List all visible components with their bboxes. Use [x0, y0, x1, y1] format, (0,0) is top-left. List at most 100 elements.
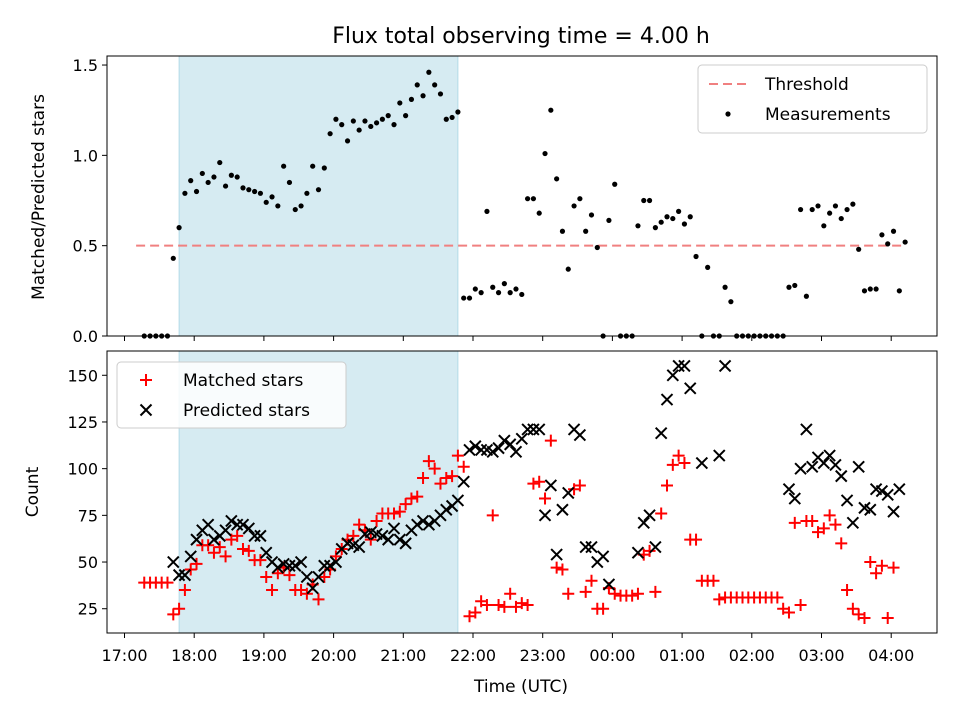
matched-star-point: [823, 509, 836, 522]
matched-star-point: [707, 574, 720, 587]
matched-star-point: [434, 477, 447, 490]
predicted-star-point: [463, 443, 476, 457]
matched-star-point: [579, 585, 592, 598]
predicted-star-point: [579, 540, 592, 554]
measurement-point: [588, 212, 595, 218]
measurement-point: [652, 225, 658, 231]
count-y-tick-label: 50: [78, 553, 98, 572]
predicted-star-point: [631, 546, 645, 559]
predicted-star-point: [596, 550, 610, 563]
measurement-point: [414, 82, 420, 88]
predicted-star-point: [271, 561, 285, 574]
measurement-point: [466, 295, 473, 301]
predicted-star-point: [875, 484, 889, 498]
measurement-point: [867, 286, 873, 292]
matched-star-point: [539, 492, 552, 505]
x-tick-label: 22:00: [450, 646, 496, 665]
matched-star-point: [771, 591, 784, 604]
predicted-star-point: [835, 469, 848, 483]
measurement-point: [385, 113, 391, 119]
measurement-point: [507, 290, 513, 296]
matched-star-point: [817, 522, 830, 535]
predicted-star-point: [805, 460, 819, 473]
measurement-point: [455, 109, 461, 115]
matched-star-point: [626, 589, 639, 602]
measurement-point: [315, 187, 322, 193]
measurement-point: [530, 196, 537, 202]
predicted-star-point: [387, 522, 401, 535]
matched-star-point: [283, 569, 296, 582]
count-axis-ticks: 17:00 18:00 19:00 20:00 21:00 22:00 23:00 00:00…: [67, 366, 914, 665]
matched-star-point: [562, 587, 575, 600]
measurement-point: [478, 290, 484, 296]
predicted-star-point: [503, 438, 517, 451]
predicted-star-point: [678, 359, 691, 373]
matched-star-point: [451, 449, 464, 462]
predicted-star-point: [817, 456, 831, 470]
predicted-star-point: [399, 537, 412, 550]
matched-star-point: [428, 462, 441, 475]
chart-title: Flux total observing time = 4.00 h: [332, 24, 710, 49]
predicted-star-point: [585, 540, 598, 554]
predicted-star-point: [236, 518, 250, 531]
predicted-star-point: [713, 449, 726, 462]
matched-star-point: [655, 507, 668, 520]
measurement-point: [188, 178, 194, 184]
predicted-star-point: [172, 568, 186, 582]
ratio-y-tick-label: 1.0: [73, 146, 98, 165]
matched-star-point: [782, 606, 795, 619]
predicted-star-point: [666, 369, 680, 382]
matched-star-point: [207, 546, 220, 559]
predicted-star-point: [846, 516, 860, 530]
predicted-star-point: [643, 509, 656, 522]
predicted-star-point: [178, 568, 192, 582]
count-y-tick-label: 25: [78, 600, 98, 619]
predicted-star-point: [538, 509, 552, 522]
matched-star-point: [597, 602, 610, 615]
measurement-point: [344, 138, 351, 144]
matched-star-point: [347, 529, 360, 542]
predicted-star-point: [323, 559, 337, 572]
measurement-point: [815, 203, 821, 209]
x-tick-label: 02:00: [729, 646, 775, 665]
predicted-star-point: [230, 518, 244, 531]
measurement-point: [269, 194, 275, 200]
predicted-star-point: [381, 533, 395, 546]
predicted-star-point: [457, 475, 470, 488]
measurement-point: [420, 93, 426, 99]
measurement-point: [885, 241, 891, 247]
matched-star-point: [864, 556, 877, 569]
predicted-star-point: [440, 503, 453, 516]
matched-star-point: [887, 561, 900, 574]
measurement-point: [292, 206, 298, 213]
matched-star-point: [399, 498, 412, 511]
matched-star-point: [521, 598, 534, 611]
matched-star-point: [713, 593, 726, 606]
measurement-point: [449, 114, 455, 121]
measurement-point: [890, 228, 897, 234]
ratio-axis-ticks: 0.0 0.5 1.0 1.5: [73, 56, 892, 346]
measurement-point: [641, 197, 647, 204]
ratio-y-axis-label: Matched/Predicted stars: [29, 94, 49, 300]
predicted-star-point: [782, 482, 796, 496]
measurement-point: [373, 120, 380, 126]
predicted-star-point: [881, 488, 894, 502]
matched-star-point: [161, 576, 174, 589]
measurement-point: [792, 282, 798, 289]
predicted-star-point: [306, 581, 319, 595]
measurement-point: [403, 113, 409, 119]
measurement-point: [310, 163, 316, 169]
predicted-star-point: [649, 540, 662, 554]
matched-star-point: [417, 471, 430, 484]
count-y-tick-label: 100: [67, 460, 98, 479]
count-y-tick-label: 75: [78, 506, 98, 525]
matched-star-point: [231, 529, 244, 542]
measurement-point: [252, 188, 258, 195]
measurement-point: [281, 163, 287, 169]
matched-star-point: [608, 587, 621, 600]
matched-star-point: [329, 550, 342, 563]
measurement-point: [827, 210, 833, 216]
predicted-star-point: [556, 503, 569, 516]
measurement-point: [263, 199, 269, 205]
measurement-point: [176, 225, 182, 231]
